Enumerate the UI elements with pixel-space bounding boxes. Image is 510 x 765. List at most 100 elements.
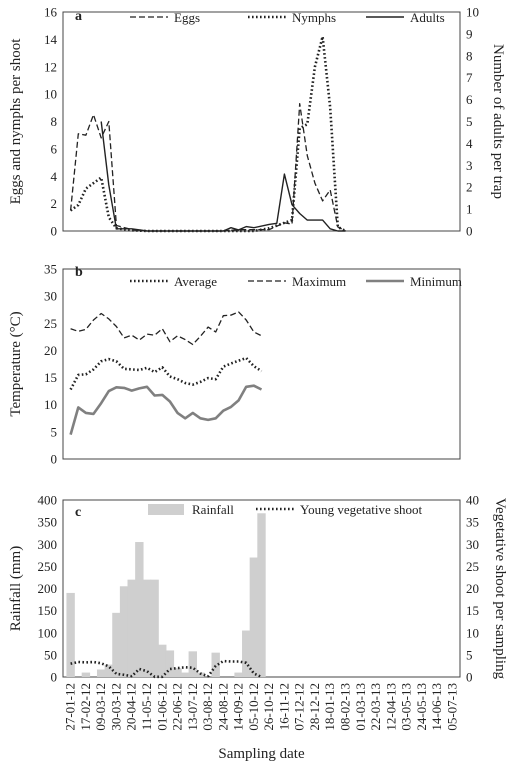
x-tick-label: 22-03-13 <box>368 683 383 731</box>
x-tick-label: 08-02-13 <box>337 683 352 731</box>
y2-tick-label: 10 <box>466 625 479 640</box>
y-tick-label: 0 <box>51 224 58 239</box>
rainfall-bar <box>112 612 121 677</box>
y2-tick-label: 5 <box>466 647 473 662</box>
x-tick-label: 14-06-13 <box>429 683 444 731</box>
y-tick-label: 250 <box>38 559 58 574</box>
y-tick-label: 10 <box>44 397 57 412</box>
x-tick-label: 17-02-12 <box>78 683 93 731</box>
legend-swatch <box>148 504 184 515</box>
y-tick-label: 400 <box>38 493 58 508</box>
x-tick-label: 20-04-12 <box>124 683 139 731</box>
rainfall-bar <box>249 557 259 677</box>
legend-label: Nymphs <box>292 10 336 25</box>
y-tick-label: 25 <box>44 316 57 331</box>
y-tick-label: 50 <box>44 647 57 662</box>
x-tick-label: 12-04-13 <box>383 683 398 731</box>
y-tick-label: 15 <box>44 370 57 385</box>
rainfall-bar <box>257 513 266 677</box>
x-tick-label: 03-08-12 <box>200 683 215 731</box>
x-tick-label: 03-05-13 <box>399 683 414 731</box>
rainfall-bar <box>104 664 114 677</box>
y2-tick-label: 9 <box>466 26 473 41</box>
y-tick-label: 200 <box>38 581 58 596</box>
y-tick-label: 16 <box>44 5 58 20</box>
x-tick-label: 16-11-12 <box>276 683 291 730</box>
y2-tick-label: 25 <box>466 559 479 574</box>
x-axis-title: Sampling date <box>218 746 305 762</box>
plot-frame <box>62 11 461 232</box>
legend-label: Average <box>174 274 217 289</box>
legend-label: Eggs <box>174 10 200 25</box>
series-line <box>70 311 262 346</box>
y-tick-label: 6 <box>51 141 58 156</box>
y2-tick-label: 20 <box>466 581 479 596</box>
legend-label: Minimum <box>410 274 462 289</box>
legend-label: Rainfall <box>192 502 234 517</box>
x-tick-label: 14-09-12 <box>231 683 246 731</box>
x-tick-label: 05-10-12 <box>246 683 261 731</box>
series-line <box>69 384 263 435</box>
y2-tick-label: 7 <box>466 70 473 85</box>
rainfall-bar <box>127 579 136 677</box>
y2-tick-label: 0 <box>466 670 473 685</box>
series-line <box>69 356 263 391</box>
legend-label: Maximum <box>292 274 346 289</box>
x-tick-label: 30-03-12 <box>108 683 123 731</box>
rainfall-bar <box>211 652 220 677</box>
y-tick-label: 20 <box>44 343 57 358</box>
y-tick-label: 14 <box>44 32 58 47</box>
y2-axis-title: Vegetative shoot per sampling <box>492 498 508 680</box>
y-tick-label: 35 <box>44 262 57 277</box>
rainfall-bar <box>119 586 129 677</box>
y-tick-label: 0 <box>51 452 58 467</box>
y2-tick-label: 2 <box>466 180 473 195</box>
x-tick-label: 13-07-12 <box>185 683 200 731</box>
y-tick-label: 2 <box>51 196 58 211</box>
y-tick-label: 5 <box>51 424 58 439</box>
y2-tick-label: 6 <box>466 92 473 107</box>
x-tick-label: 22-06-12 <box>170 683 185 731</box>
x-tick-label: 09-03-12 <box>93 683 108 731</box>
x-tick-label: 26-10-12 <box>261 683 276 731</box>
rainfall-bar <box>81 672 91 677</box>
y-tick-label: 8 <box>51 114 58 129</box>
rainfall-bar <box>135 542 144 677</box>
series-line <box>69 103 346 232</box>
panel-label: b <box>75 265 83 280</box>
x-tick-label: 18-01-13 <box>322 683 337 731</box>
y-tick-label: 12 <box>44 59 57 74</box>
y-tick-label: 350 <box>38 515 58 530</box>
legend-label: Young vegetative shoot <box>300 502 423 517</box>
rainfall-bar <box>96 669 106 677</box>
y-axis-title: Rainfall (mm) <box>8 546 24 631</box>
rainfall-bar <box>158 644 167 677</box>
series-line <box>70 659 263 679</box>
y2-tick-label: 1 <box>466 202 473 217</box>
y-tick-label: 4 <box>51 169 58 184</box>
rainfall-bar <box>142 579 152 677</box>
x-tick-label: 07-12-12 <box>292 683 307 731</box>
y-tick-label: 100 <box>38 625 58 640</box>
x-tick-label: 28-12-12 <box>307 683 322 731</box>
y2-tick-label: 10 <box>466 5 479 20</box>
series-line <box>69 35 347 233</box>
x-tick-label: 01-03-13 <box>353 683 368 731</box>
y-tick-label: 150 <box>38 603 58 618</box>
rainfall-bar <box>234 672 243 677</box>
plot-frame <box>62 268 461 460</box>
rainfall-bar <box>242 630 251 677</box>
rainfall-bar <box>165 650 175 677</box>
y2-tick-label: 5 <box>466 114 473 129</box>
y2-tick-label: 35 <box>466 515 479 530</box>
y-tick-label: 30 <box>44 289 57 304</box>
x-tick-label: 11-05-12 <box>139 683 154 730</box>
y2-tick-label: 4 <box>466 136 473 151</box>
rainfall-bar <box>188 651 197 677</box>
y-axis-title: Eggs and nymphs per shoot <box>8 38 24 205</box>
rainfall-bar <box>173 668 182 677</box>
x-tick-label: 27-01-12 <box>63 683 78 731</box>
rainfall-bar <box>180 672 190 677</box>
